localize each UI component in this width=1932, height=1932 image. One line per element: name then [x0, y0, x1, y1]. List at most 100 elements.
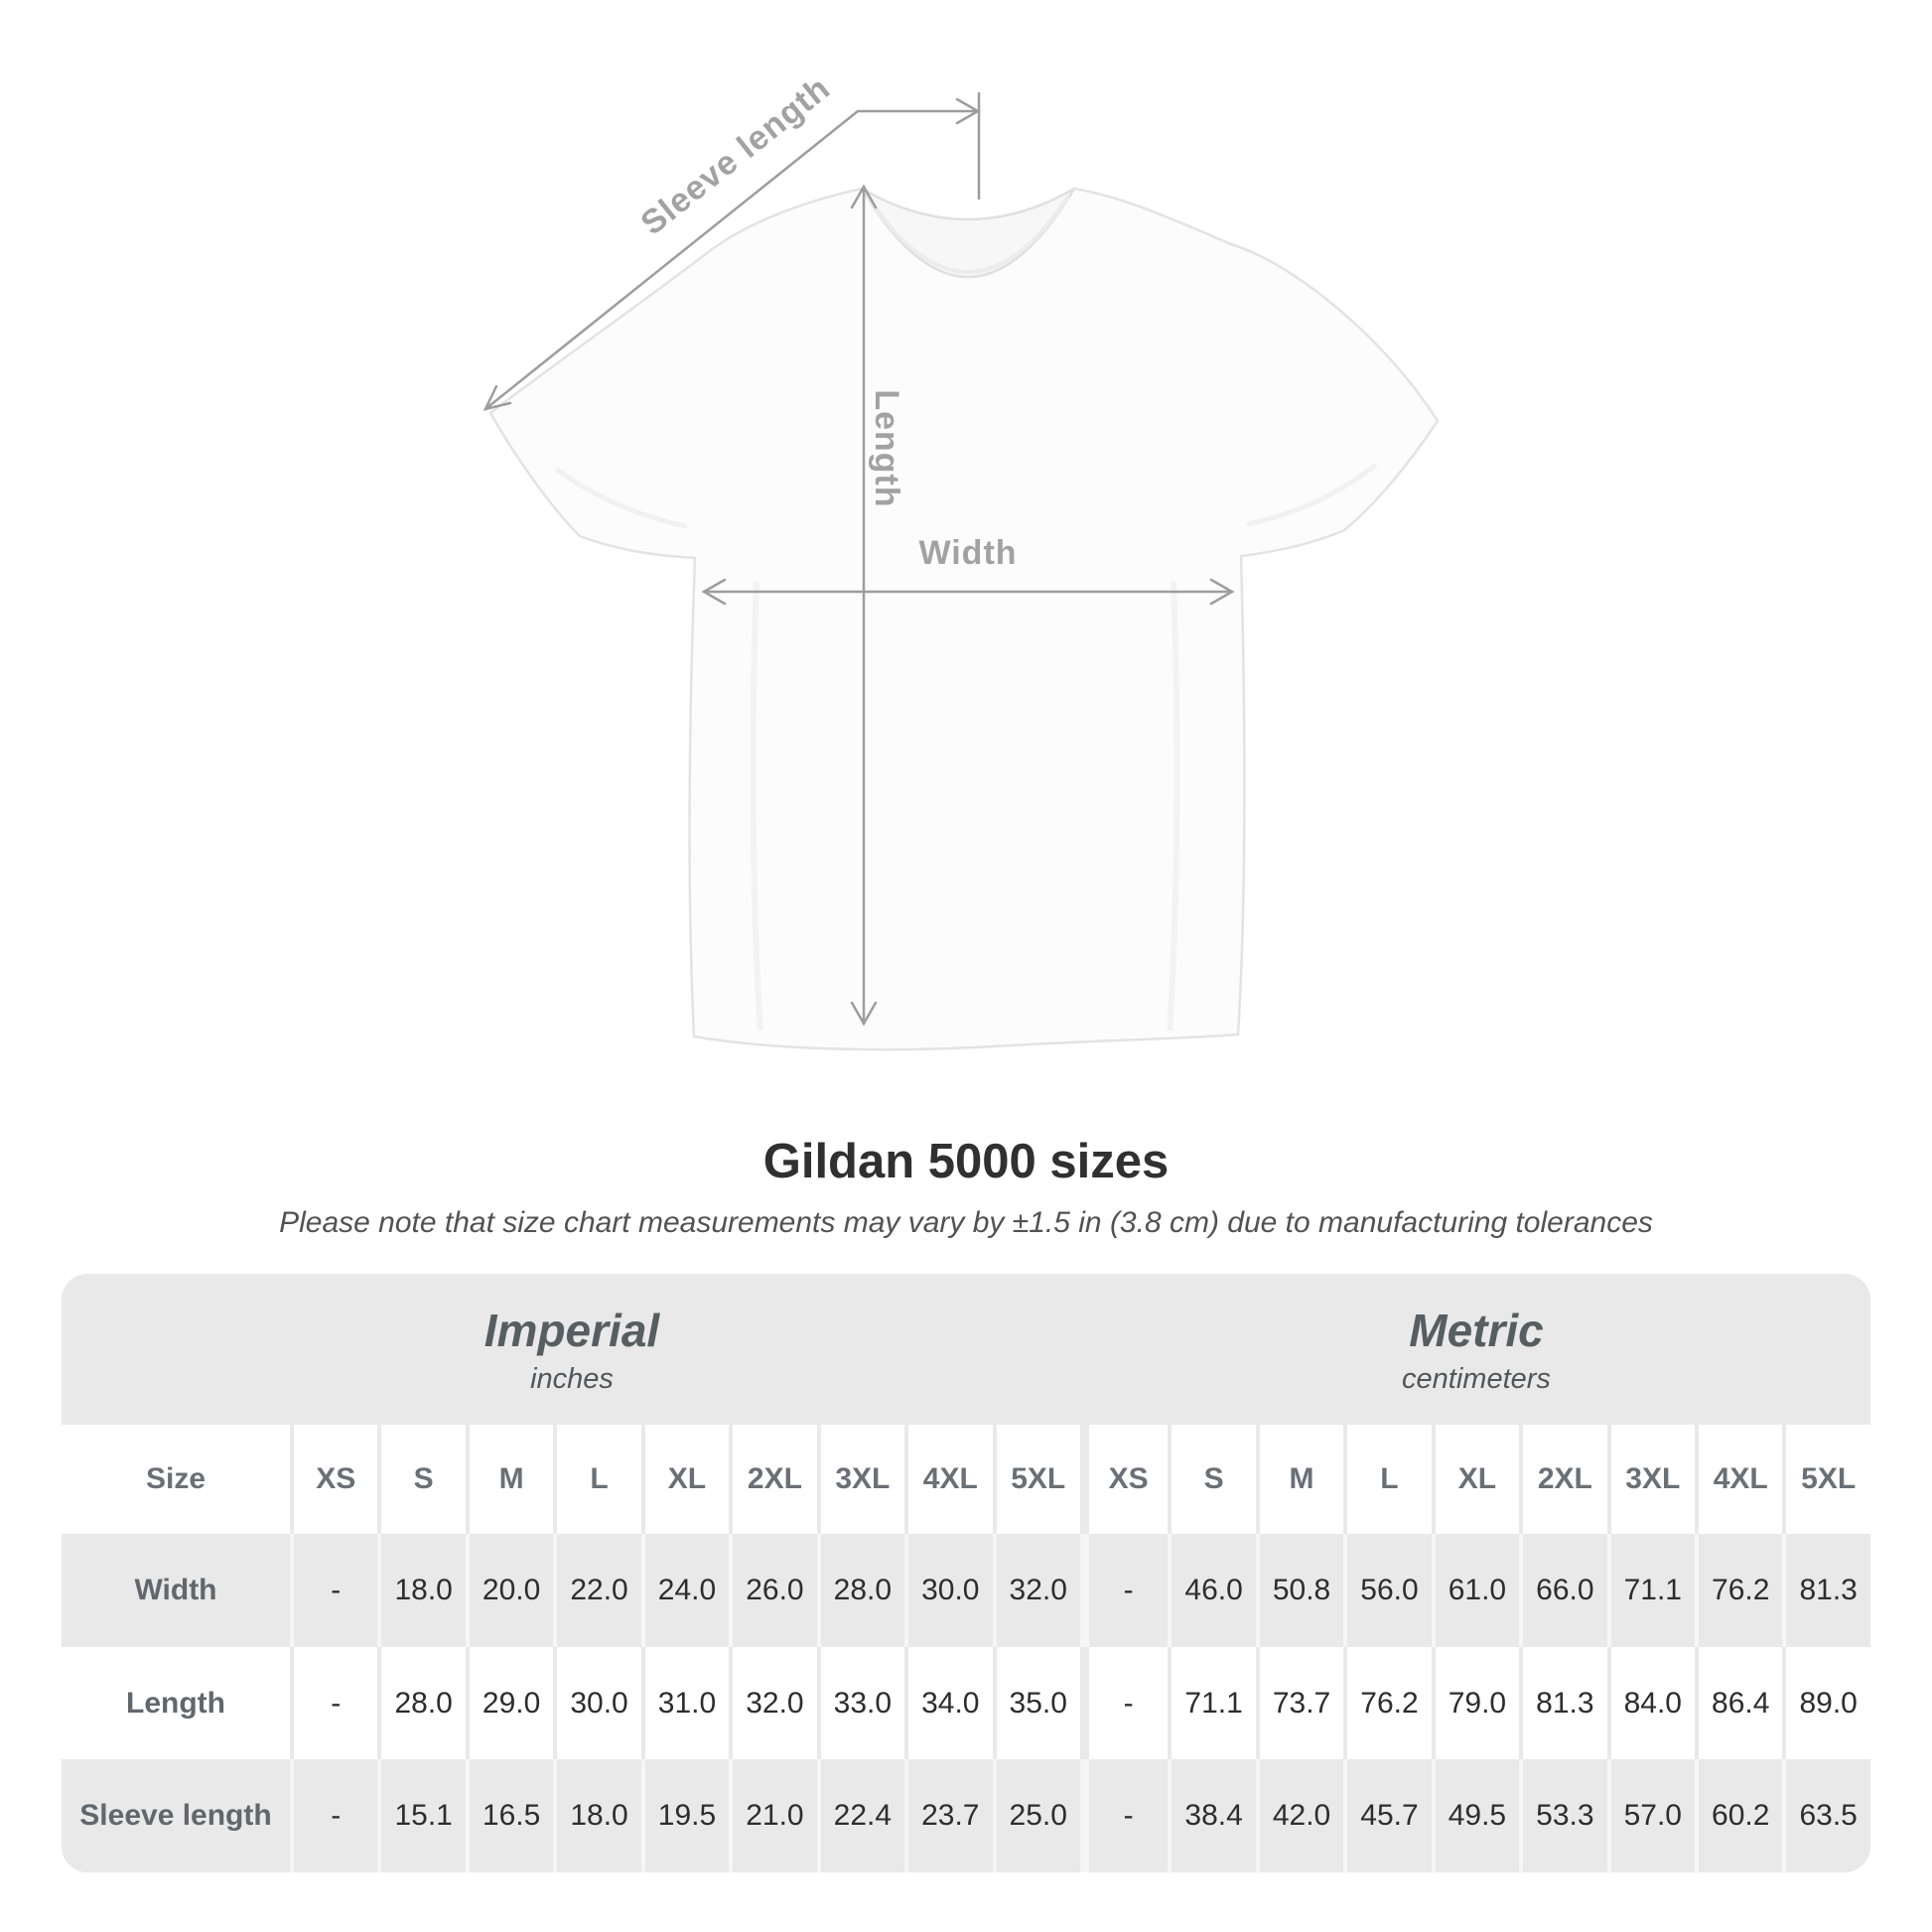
metric-value-cell: 61.0 — [1431, 1534, 1519, 1647]
fold-line — [554, 466, 688, 529]
imperial-value-cell: 23.7 — [904, 1759, 992, 1872]
fold-line — [1246, 463, 1378, 527]
measurement-row: Width -18.0 20.0 22.0 24.0 26.0 28.0 30.0 32.0-4… — [62, 1534, 1870, 1647]
fold-line — [1167, 580, 1180, 1032]
imperial-value-cell: 25.0 — [992, 1759, 1080, 1872]
metric-value-cell: 66.0 — [1519, 1534, 1606, 1647]
arrowhead — [850, 184, 878, 209]
metric-value-cell: 57.0 — [1606, 1759, 1695, 1872]
size-col-header: 4XL — [1695, 1425, 1782, 1534]
size-col-header: 2XL — [1519, 1425, 1606, 1534]
row-label: Width — [134, 1574, 217, 1606]
metric-value-cell: 79.0 — [1431, 1647, 1519, 1759]
imperial-value-cell: 18.0 — [553, 1759, 640, 1872]
metric-value-cell: 50.8 — [1255, 1534, 1343, 1647]
imperial-value-cell: 30.0 — [553, 1647, 640, 1759]
length-label: Length — [868, 389, 905, 507]
size-col-header: S — [1168, 1425, 1255, 1534]
size-header-row: Size XS S M L XL 2XL 3XL 4XL 5XL XS S M L XL 2XL 3XL 4XL 5… — [62, 1425, 1870, 1534]
imperial-value-cell: 22.4 — [816, 1759, 904, 1872]
size-col-header: 4XL — [904, 1425, 992, 1534]
metric-value-cell: 71.1 — [1606, 1534, 1695, 1647]
tshirt-body — [488, 187, 1440, 1051]
arrowhead — [850, 1001, 878, 1027]
metric-value-cell: 53.3 — [1519, 1759, 1606, 1872]
size-table: Imperial inches Metric centimeters Size X… — [62, 1274, 1870, 1872]
metric-value-cell: 46.0 — [1168, 1534, 1255, 1647]
size-col-header: 5XL — [992, 1425, 1080, 1534]
metric-value-cell: 81.3 — [1519, 1647, 1606, 1759]
imperial-value-cell: 28.0 — [377, 1647, 465, 1759]
measurement-arrows — [483, 91, 1235, 1027]
collar-seam — [866, 195, 1070, 274]
imperial-group-unit: inches — [530, 1362, 614, 1395]
row-label: Sleeve length — [79, 1799, 272, 1832]
metric-value-cell: 60.2 — [1695, 1759, 1782, 1872]
imperial-value-cell: 32.0 — [992, 1534, 1080, 1647]
imperial-value-cell: 21.0 — [729, 1759, 816, 1872]
size-col-header: 5XL — [1782, 1425, 1869, 1534]
tshirt-measurement-diagram: Sleeve length Length Width — [483, 69, 1440, 1051]
metric-group-unit: centimeters — [1402, 1362, 1551, 1395]
imperial-value-cell: - — [290, 1534, 377, 1647]
size-col-header: M — [465, 1425, 553, 1534]
fold-line — [750, 580, 763, 1032]
metric-value-cell: - — [1079, 1647, 1168, 1759]
imperial-value-cell: 32.0 — [729, 1647, 816, 1759]
metric-value-cell: 86.4 — [1695, 1647, 1782, 1759]
metric-value-cell: 45.7 — [1343, 1759, 1431, 1872]
imperial-value-cell: 33.0 — [816, 1647, 904, 1759]
metric-value-cell: 76.2 — [1695, 1534, 1782, 1647]
arrowhead — [483, 384, 512, 411]
size-col-header: L — [553, 1425, 640, 1534]
size-col-header: 3XL — [1606, 1425, 1695, 1534]
size-col-header: XL — [1431, 1425, 1519, 1534]
metric-value-cell: 49.5 — [1431, 1759, 1519, 1872]
imperial-value-cell: 26.0 — [729, 1534, 816, 1647]
imperial-value-cell: 19.5 — [640, 1759, 729, 1872]
imperial-value-cell: 24.0 — [640, 1534, 729, 1647]
imperial-value-cell: 28.0 — [816, 1534, 904, 1647]
metric-value-cell: 73.7 — [1255, 1647, 1343, 1759]
width-label: Width — [918, 534, 1017, 572]
imperial-value-cell: 31.0 — [640, 1647, 729, 1759]
size-col-header: S — [377, 1425, 465, 1534]
imperial-value-cell: 35.0 — [992, 1647, 1080, 1759]
metric-value-cell: - — [1079, 1534, 1168, 1647]
metric-value-cell: 81.3 — [1782, 1534, 1869, 1647]
metric-value-cell: 38.4 — [1168, 1759, 1255, 1872]
arrowhead — [701, 578, 727, 606]
page-title: Gildan 5000 sizes — [762, 1135, 1170, 1188]
imperial-value-cell: 20.0 — [465, 1534, 553, 1647]
size-col-header: 2XL — [729, 1425, 816, 1534]
arrowhead — [1209, 578, 1235, 606]
sleeve-length-arrow — [483, 91, 981, 411]
imperial-value-cell: - — [290, 1647, 377, 1759]
unit-group-header: Imperial inches Metric centimeters — [62, 1274, 1870, 1425]
imperial-value-cell: 16.5 — [465, 1759, 553, 1872]
measurement-row: Length -28.0 29.0 30.0 31.0 32.0 33.0 34.0 35.0-… — [62, 1647, 1870, 1759]
size-col-header: XS — [1079, 1425, 1168, 1534]
imperial-value-cell: 29.0 — [465, 1647, 553, 1759]
measurement-row: Sleeve length -15.1 16.5 18.0 19.5 21.0 22.4 23… — [62, 1759, 1870, 1872]
metric-value-cell: 71.1 — [1168, 1647, 1255, 1759]
imperial-value-cell: 18.0 — [377, 1534, 465, 1647]
metric-value-cell: 63.5 — [1782, 1759, 1869, 1872]
metric-value-cell: 76.2 — [1343, 1647, 1431, 1759]
size-col-header: M — [1255, 1425, 1343, 1534]
size-col-header: L — [1343, 1425, 1431, 1534]
row-label: Length — [126, 1686, 225, 1720]
metric-group-label: Metric — [1409, 1304, 1544, 1356]
size-col-header: XS — [290, 1425, 377, 1534]
metric-value-cell: - — [1079, 1759, 1168, 1872]
size-corner-label: Size — [145, 1462, 207, 1495]
imperial-value-cell: 34.0 — [904, 1647, 992, 1759]
imperial-value-cell: 22.0 — [553, 1534, 640, 1647]
imperial-group-header: Imperial inches — [62, 1274, 1082, 1425]
imperial-value-cell: - — [290, 1759, 377, 1872]
metric-value-cell: 84.0 — [1606, 1647, 1695, 1759]
tolerance-note: Please note that size chart measurements… — [279, 1206, 1653, 1239]
width-arrow — [701, 578, 1235, 606]
imperial-value-cell: 15.1 — [377, 1759, 465, 1872]
length-arrow — [850, 184, 878, 1027]
